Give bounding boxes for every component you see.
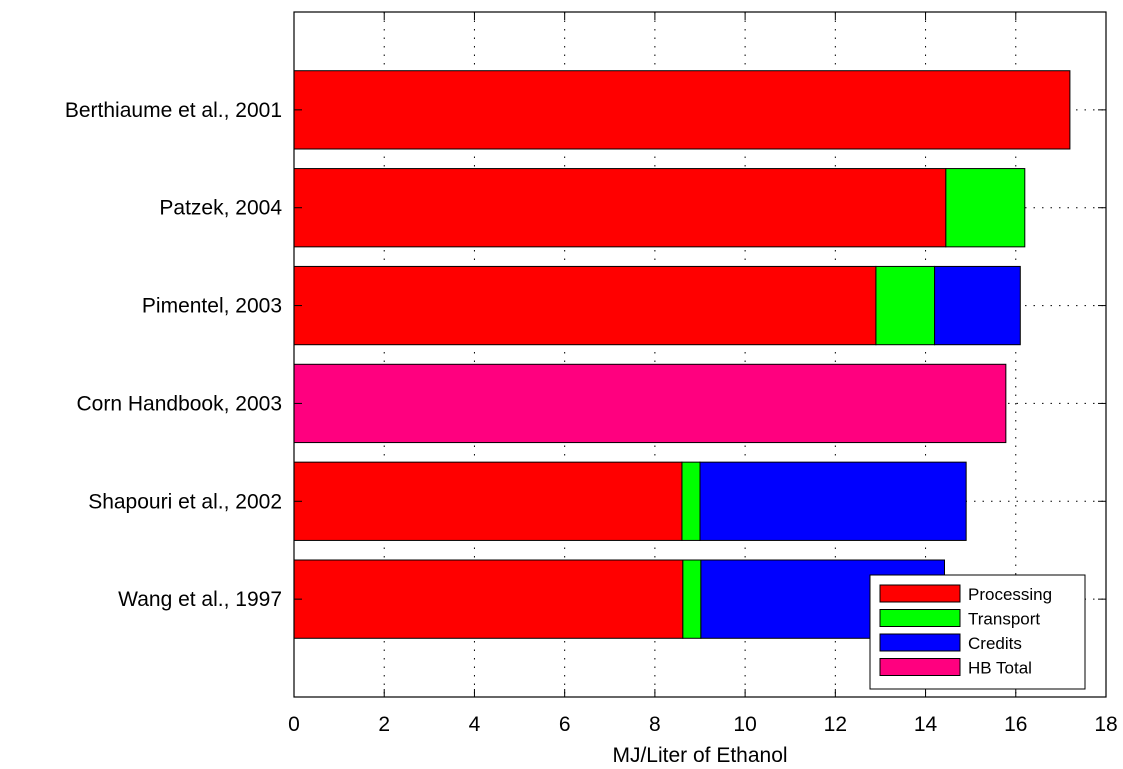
x-tick-label: 4 bbox=[469, 713, 481, 736]
legend-swatch bbox=[879, 658, 961, 676]
legend: Processing Transport Credits HB Total bbox=[869, 574, 1086, 690]
bar-segment bbox=[293, 265, 877, 346]
y-tick-label: Corn Handbook, 2003 bbox=[77, 392, 282, 415]
y-tick-label: Patzek, 2004 bbox=[159, 197, 282, 220]
y-tick-label: Shapouri et al., 2002 bbox=[88, 490, 282, 513]
bar-segment bbox=[293, 461, 683, 541]
bar-segment bbox=[682, 559, 702, 639]
x-tick-label: 0 bbox=[288, 713, 300, 736]
y-tick-label: Pimentel, 2003 bbox=[142, 295, 282, 318]
legend-label: HB Total bbox=[968, 659, 1032, 678]
bar-segment bbox=[293, 363, 1007, 444]
x-tick-label: 12 bbox=[824, 713, 847, 736]
plot-frame bbox=[293, 11, 1107, 698]
bar-segment bbox=[293, 168, 947, 248]
bar-segment bbox=[681, 461, 701, 541]
bar-segment bbox=[875, 265, 936, 346]
y-tick-label: Wang et al., 1997 bbox=[118, 588, 282, 611]
x-tick-labels: 0 2 4 6 8 10 12 14 16 18 bbox=[288, 713, 1118, 736]
y-tick-label: Berthiaume et al., 2001 bbox=[65, 99, 282, 122]
bar-segment bbox=[934, 265, 1021, 346]
legend-swatch bbox=[879, 609, 961, 627]
x-tick-label: 2 bbox=[378, 713, 390, 736]
legend-swatch bbox=[879, 584, 961, 603]
x-tick-label: 16 bbox=[1004, 713, 1027, 736]
bar-segment bbox=[293, 70, 1071, 150]
legend-label: Credits bbox=[968, 634, 1022, 653]
x-tick-label: 8 bbox=[649, 713, 661, 736]
legend-swatch bbox=[879, 633, 961, 652]
y-tick-labels: Berthiaume et al., 2001 Patzek, 2004 Pimen… bbox=[65, 99, 282, 611]
x-tick-label: 10 bbox=[733, 713, 756, 736]
bar-segment bbox=[699, 461, 967, 541]
x-tick-label: 14 bbox=[914, 713, 938, 736]
axis-ticks bbox=[293, 12, 1107, 697]
legend-label: Processing bbox=[968, 585, 1052, 604]
bar-segment bbox=[945, 168, 1026, 248]
bar-segment bbox=[293, 559, 684, 639]
x-tick-label: 18 bbox=[1094, 713, 1117, 736]
bars bbox=[293, 70, 1071, 639]
legend-label: Transport bbox=[968, 610, 1040, 629]
x-axis-label: MJ/Liter of Ethanol bbox=[612, 744, 787, 767]
x-tick-label: 6 bbox=[559, 713, 571, 736]
